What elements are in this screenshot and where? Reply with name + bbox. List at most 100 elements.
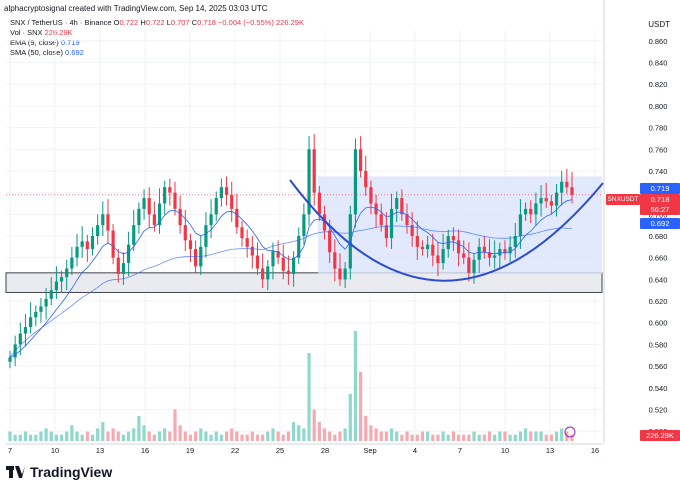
candle-body <box>271 251 275 267</box>
ohlc-o: O0.722 <box>113 18 139 27</box>
ema-label: EMA (9, close) <box>10 38 59 47</box>
vol-row[interactable]: Vol · SNX 226.29K <box>10 28 304 38</box>
candle-body <box>379 214 383 226</box>
candle-body <box>106 214 110 231</box>
ema-price-tag: 0.719 <box>640 183 680 194</box>
volume-bar <box>111 428 115 441</box>
x-tick-label: 13 <box>96 446 104 455</box>
candle-body <box>121 263 126 274</box>
candle-body <box>168 187 172 193</box>
volume-bar <box>261 434 265 441</box>
volume-bar <box>472 431 476 441</box>
candle-body <box>39 306 43 312</box>
candle-body <box>219 187 223 199</box>
volume-bar <box>240 434 244 441</box>
volume-bar <box>328 431 332 441</box>
volume-bar <box>297 425 301 441</box>
sma-row[interactable]: SMA (50, close) 0.692 <box>10 48 304 58</box>
volume-bar <box>534 431 538 441</box>
candle-body <box>266 266 270 280</box>
y-tick-label: 0.780 <box>649 124 668 133</box>
volume-bar <box>266 431 270 441</box>
symbol-title[interactable]: SNX / TetherUS · 4h · Binance <box>10 18 112 27</box>
candle-body <box>456 240 461 254</box>
ema-line <box>9 199 573 358</box>
ohlc-h: H0.722 <box>140 18 165 27</box>
volume-bar <box>410 434 414 441</box>
candle-body <box>534 203 538 215</box>
candle-body <box>364 170 368 188</box>
candle-body <box>498 249 502 256</box>
volume-bar <box>29 434 33 441</box>
volume-bar <box>90 434 95 441</box>
y-tick-label: 0.520 <box>649 405 668 414</box>
volume-bar <box>462 434 466 441</box>
y-tick-label: 0.820 <box>649 80 668 89</box>
candle-body <box>291 257 296 274</box>
currency-unit: USDT <box>648 20 670 29</box>
rounding-bottom-curve <box>289 179 604 282</box>
candle-body <box>560 181 564 193</box>
volume-bar <box>44 428 48 441</box>
candle-body <box>286 270 291 274</box>
volume-bar <box>446 434 450 441</box>
candle-body <box>90 236 95 250</box>
volume-bar <box>101 422 105 441</box>
volume-bar <box>307 353 311 441</box>
candle-body <box>467 257 471 273</box>
ema-value: 0.719 <box>60 38 80 47</box>
volume-bar <box>276 431 280 441</box>
y-tick-label: 0.600 <box>649 319 668 328</box>
tradingview-logo[interactable]: TradingView <box>6 464 112 480</box>
volume-bar <box>152 434 156 441</box>
candle-body <box>65 268 69 278</box>
volume-bar <box>271 428 275 441</box>
x-tick-label: 7 <box>8 446 12 455</box>
volume-bar <box>183 431 187 441</box>
volume-bar <box>235 431 239 441</box>
candle-body <box>570 187 574 195</box>
volume-bar <box>426 431 430 441</box>
volume-bar <box>250 431 254 441</box>
volume-bar <box>477 434 481 441</box>
candle-body <box>477 246 481 260</box>
candle-body <box>549 201 553 206</box>
volume-bar <box>364 415 368 441</box>
candle-body <box>508 246 512 254</box>
volume-bar <box>178 425 182 441</box>
chart-legend: SNX / TetherUS · 4h · Binance O0.722 H0.… <box>10 18 304 58</box>
candle-body <box>188 240 193 250</box>
volume-bar <box>255 434 260 441</box>
candle-body <box>544 198 548 202</box>
candle-body <box>343 268 347 280</box>
volume-bar <box>539 431 543 441</box>
y-tick-label: 0.620 <box>649 297 668 306</box>
volume-bar <box>121 434 126 441</box>
candle-body <box>302 214 306 236</box>
ticker-tag: SNXUSDT <box>606 194 640 205</box>
volume-bar <box>498 431 502 441</box>
candle-body <box>554 192 559 206</box>
volume-bar <box>116 431 120 441</box>
candle-body <box>322 214 327 231</box>
volume-bar <box>147 431 151 441</box>
volume-bar <box>508 434 512 441</box>
tradingview-logo-icon <box>6 466 26 478</box>
candle-body <box>395 198 399 209</box>
volume-bar <box>219 434 223 441</box>
volume-bar <box>49 431 53 441</box>
y-tick-label: 0.800 <box>649 102 668 111</box>
ema-row[interactable]: EMA (9, close) 0.719 <box>10 38 304 48</box>
candle-body <box>126 244 131 264</box>
candle-body <box>276 251 280 258</box>
alert-icon <box>564 426 576 438</box>
ohlc-c: C0.718 <box>191 18 216 27</box>
candle-body <box>173 192 177 209</box>
volume-bar <box>441 431 445 441</box>
y-tick-label: 0.660 <box>649 254 668 263</box>
volume-bar <box>209 434 213 441</box>
volume-bar <box>13 434 17 441</box>
volume-bar <box>65 431 69 441</box>
volume-bar <box>230 428 234 441</box>
